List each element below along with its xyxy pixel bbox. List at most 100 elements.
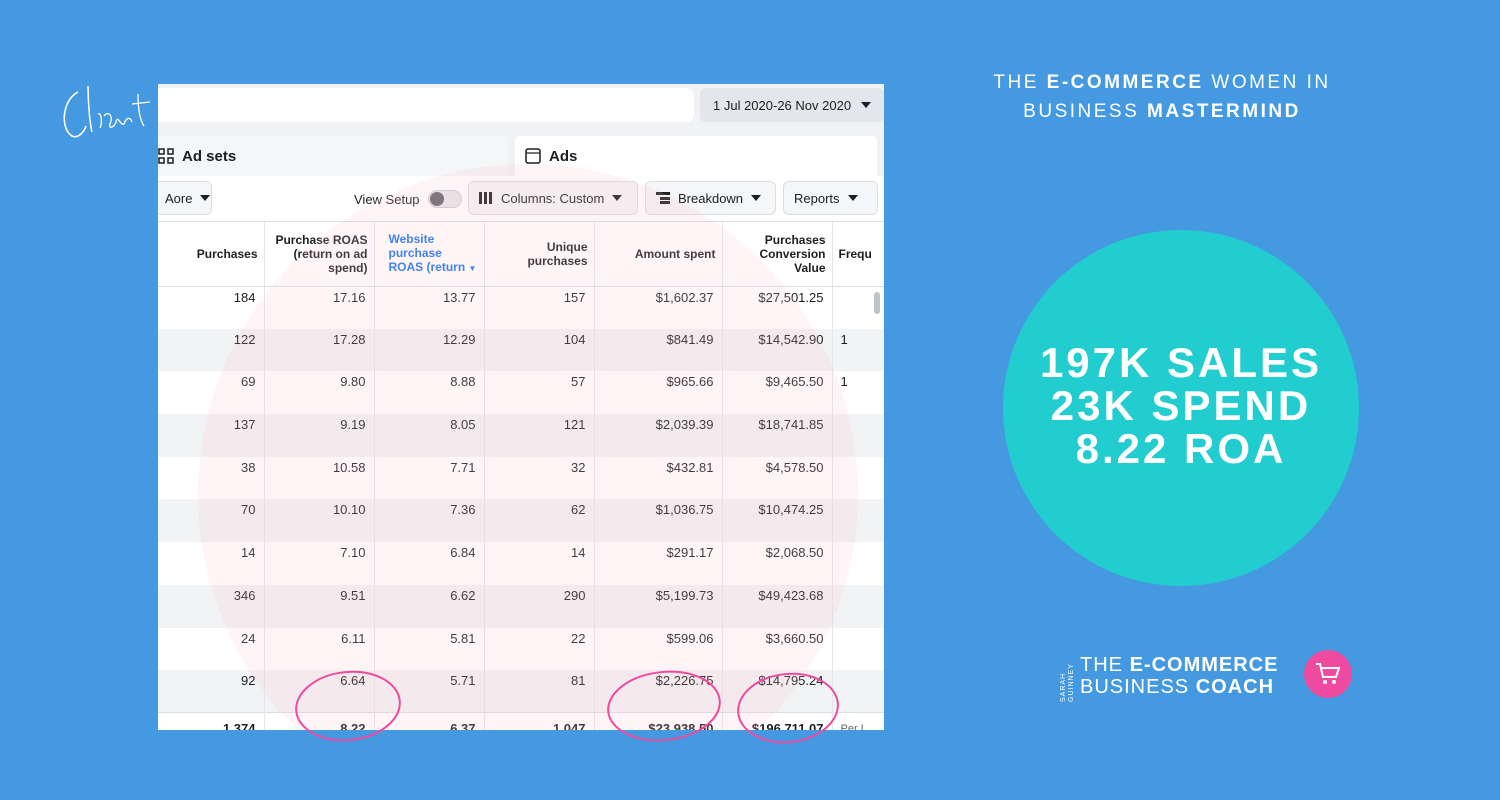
stats-circle: 197K SALES 23K SPEND 8.22 ROA [1003,230,1359,586]
total-value: 6.37 [450,721,476,730]
brand-text-part: BUSINESS [1080,676,1196,698]
table-row[interactable]: 38 10.58 7.71 32 $432.81 $4,578.50 [158,456,884,500]
table-header-row: Purchases Purchase ROAS (return on ad sp… [158,222,884,287]
table-cell: $291.17 [594,542,723,585]
table-row[interactable]: 70 10.10 7.36 62 $1,036.75 $10,474.25 [158,499,884,543]
table-cell: 22 [484,627,595,671]
table-cell: $27,501.25 [722,286,833,329]
table-cell: 12.29 [374,328,485,372]
table-cell: 70 [158,499,265,543]
table-row[interactable]: 137 9.19 8.05 121 $2,039.39 $18,741.85 [158,414,884,457]
sort-desc-icon: ▼ [468,263,477,273]
more-button[interactable]: Aore [158,181,212,215]
table-cell: 7.10 [264,542,375,585]
brand-text-bold: E-COMMERCE [1129,654,1279,676]
reports-button[interactable]: Reports [783,181,878,215]
total-value: $23,938.50 [648,721,714,730]
table-cell [832,414,884,457]
column-header[interactable]: Purchase ROAS (return on ad spend) [264,222,375,287]
title-text: BUSINESS [1023,101,1148,122]
table-cell: $4,578.50 [722,456,833,500]
table-cell: 1 [832,328,884,372]
table-cell: 10.10 [264,499,375,543]
table-cell: 13.77 [374,286,485,329]
stat-spend: 23K SPEND [1050,381,1312,429]
table-cell: $5,199.73 [594,584,723,628]
table-row[interactable]: 346 9.51 6.62 290 $5,199.73 $49,423.68 [158,584,884,628]
table-row[interactable]: 92 6.64 5.71 81 $2,226.75 $14,795.24 [158,670,884,713]
table-cell: 92 [158,670,265,713]
total-value: $196,711.07 [751,721,824,730]
ads-icon [525,148,541,164]
table-cell: $432.81 [594,456,723,500]
table-cell [832,499,884,543]
title-text: WOMEN IN [1203,72,1331,93]
reports-button-label: Reports [794,190,840,206]
title-text-bold: MASTERMIND [1147,101,1301,122]
table-cell: $14,795.24 [722,670,833,713]
vertical-scrollbar[interactable] [874,292,880,314]
table-cell: 17.16 [264,286,375,329]
column-header[interactable]: Frequ [832,222,884,287]
table-row[interactable]: 14 7.10 6.84 14 $291.17 $2,068.50 [158,542,884,585]
client-script-word [58,74,158,144]
table-cell: 69 [158,371,265,415]
brand-text-part: THE [1080,654,1130,676]
stat-sales: 197K SALES [1039,338,1323,386]
tab-ad-sets[interactable]: Ad sets [158,136,508,176]
brand-logo: SARAH GUINNEY THE E-COMMERCE BUSINESS CO… [1060,650,1360,702]
total-value: 1,374 [222,721,256,730]
table-cell: $1,602.37 [594,286,723,329]
table-cell: 9.19 [264,414,375,457]
table-cell [832,542,884,585]
column-header[interactable]: Purchases Conversion Value [722,222,833,287]
table-row[interactable]: 69 9.80 8.88 57 $965.66 $9,465.50 1 [158,371,884,415]
stat-roas: 8.22 ROA [1075,424,1287,472]
columns-button[interactable]: Columns: Custom [468,181,638,215]
column-header[interactable]: Purchases [158,222,265,287]
table-cell: 1 [832,371,884,415]
table-cell: $2,039.39 [594,414,723,457]
search-bar[interactable] [158,88,694,122]
table-cell: 290 [484,584,595,628]
toggle-switch[interactable] [427,190,462,208]
table-cell: 157 [484,286,595,329]
breakdown-button[interactable]: Breakdown [645,181,776,215]
table-cell: $10,474.25 [722,499,833,543]
table-cell [832,584,884,628]
toggle-knob [429,192,444,206]
table-cell: 346 [158,584,265,628]
table-cell: 6.11 [264,627,375,671]
table-row[interactable]: 184 17.16 13.77 157 $1,602.37 $27,501.25 [158,286,884,329]
table-cell: $49,423.68 [722,584,833,628]
brand-text-bold: COACH [1195,676,1275,698]
chevron-down-icon [612,195,623,201]
tab-ads[interactable]: Ads [515,136,877,176]
view-setup-toggle[interactable]: View Setup [354,190,462,208]
table-row[interactable]: 24 6.11 5.81 22 $599.06 $3,660.50 [158,627,884,671]
table-cell: $18,741.85 [722,414,833,457]
table-cell: $965.66 [594,371,723,415]
date-range-label: 1 Jul 2020-26 Nov 2020 [713,97,852,113]
table-cell: $14,542.90 [722,328,833,372]
column-header-sorted[interactable]: Website purchase ROAS (return ▼ [374,222,485,287]
title-text: THE [993,72,1047,93]
table-cell: 38 [158,456,265,500]
table-row[interactable]: 122 17.28 12.29 104 $841.49 $14,542.90 1 [158,328,884,372]
table-body: 184 17.16 13.77 157 $1,602.37 $27,501.25 122 17… [158,286,884,713]
columns-icon [479,192,492,204]
view-setup-label: View Setup [354,191,420,207]
table-toolbar: Aore View Setup Columns: Custom Breakdow… [158,176,884,222]
table-cell: $599.06 [594,627,723,671]
table-cell: 7.71 [374,456,485,500]
chevron-down-icon [847,195,858,201]
column-header[interactable]: Unique purchases [484,222,595,287]
ads-manager-screenshot: 1 Jul 2020-26 Nov 2020 Ad sets Ads Aore … [158,84,884,730]
table-cell: 104 [484,328,595,372]
table-cell [832,670,884,713]
date-range-picker[interactable]: 1 Jul 2020-26 Nov 2020 [700,88,884,122]
table-cell: 121 [484,414,595,457]
table-cell: 17.28 [264,328,375,372]
column-header[interactable]: Amount spent [594,222,723,287]
table-cell: 62 [484,499,595,543]
